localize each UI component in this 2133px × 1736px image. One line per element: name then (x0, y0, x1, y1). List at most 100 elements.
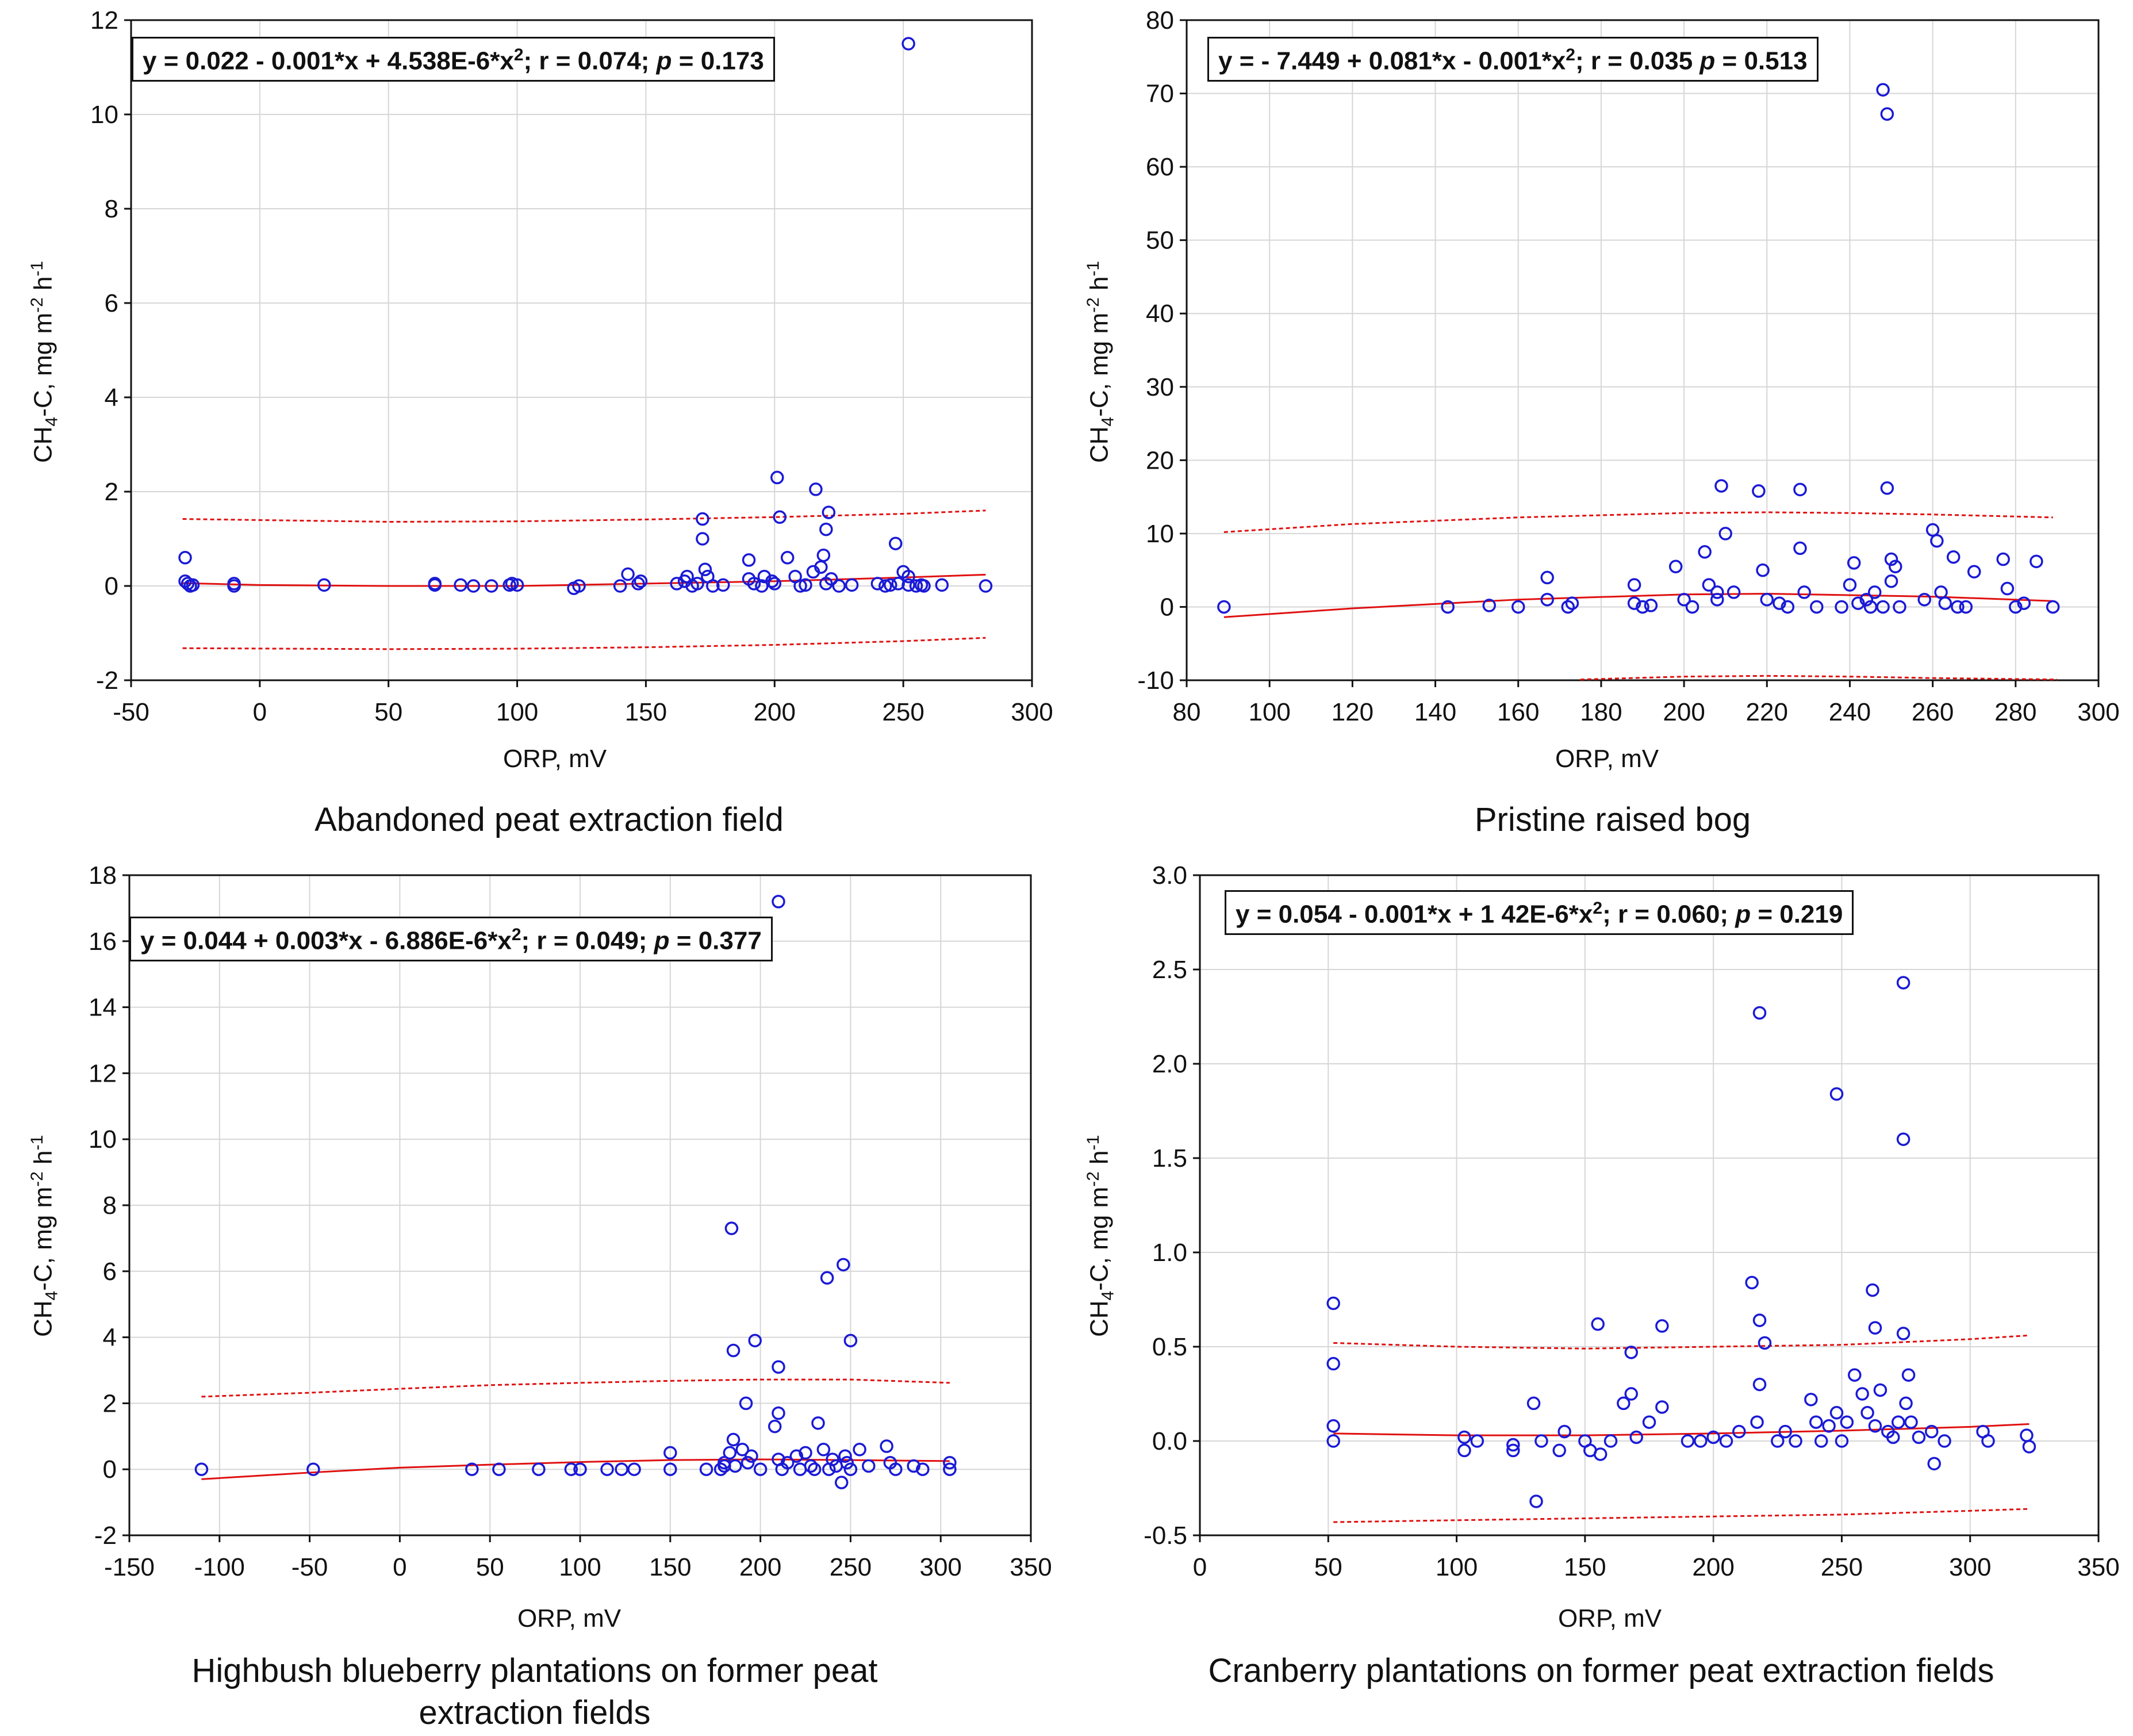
x-axis-label: ORP, mV (517, 1604, 622, 1632)
data-point (1540, 592, 1554, 607)
x-tick-label: 260 (1912, 698, 1954, 726)
data-point (1529, 1494, 1543, 1508)
data-point (1714, 479, 1728, 493)
data-point (706, 579, 720, 593)
data-point (819, 522, 833, 536)
data-point (634, 574, 648, 588)
x-tick-label: 220 (1746, 698, 1788, 726)
upper-confidence-line (1333, 1334, 2030, 1350)
data-point (2022, 1440, 2036, 1454)
data-point (1889, 559, 1902, 574)
equation-text: y = 0.022 - 0.001*x + 4.538E-6*x (143, 47, 514, 75)
regression-fit-line (201, 1458, 950, 1480)
y-axis-label: CH4-C, mg m-2 h-1 (1084, 1135, 1118, 1337)
data-point (1441, 600, 1455, 614)
data-point (696, 532, 709, 546)
y-tick-label: 10 (90, 101, 118, 129)
regression-equation: y = 0.054 - 0.001*x + 1 42E-6*x2; r = 0.… (1225, 890, 1854, 935)
chart-panel-blueberry: -150 -100 -50 0 50 100 150 200 250 300 350 -2 0 2 4 6 8 1… (0, 0, 1066, 1736)
data-point (2046, 600, 2060, 614)
data-point (772, 895, 785, 909)
y-tick-label: 10 (1146, 520, 1174, 548)
regression-equation: y = 0.022 - 0.001*x + 4.538E-6*x2; r = 0… (132, 37, 775, 82)
data-point (317, 578, 331, 592)
data-point (1552, 1443, 1566, 1458)
data-point (804, 1459, 818, 1473)
equation-p-value: = 0.513 (1715, 47, 1808, 75)
data-point (1694, 1434, 1708, 1448)
data-point (573, 1462, 587, 1476)
data-point (1860, 1406, 1874, 1420)
data-point (816, 548, 831, 562)
y-tick-label: -2 (96, 666, 118, 695)
panel-caption: Highbush blueberry plantations on former… (191, 1652, 878, 1731)
plot-frame (1186, 19, 2100, 681)
y-tick-label: -10 (1137, 666, 1174, 695)
x-tick-label: 100 (1436, 1553, 1478, 1581)
data-point (1655, 1319, 1669, 1333)
data-point (742, 553, 756, 567)
x-tick-label: 300 (919, 1553, 961, 1581)
data-point (770, 470, 784, 485)
y-tick-label: 2 (105, 478, 118, 506)
x-tick-label: 180 (1580, 698, 1622, 726)
data-point (772, 1360, 785, 1374)
data-point (1752, 484, 1766, 498)
y-tick-label: 2 (103, 1389, 117, 1417)
data-point (943, 1455, 957, 1470)
data-point (1629, 1430, 1643, 1444)
data-point (454, 578, 467, 592)
data-point (834, 1476, 849, 1489)
data-point (747, 577, 761, 591)
data-point (768, 577, 782, 591)
x-tick-label: 0 (393, 1553, 406, 1581)
equation-stats: ; r = 0.060; (1602, 900, 1736, 929)
y-tick-label: 16 (89, 928, 117, 956)
data-point (1534, 1434, 1548, 1448)
x-tick-label: 150 (649, 1553, 691, 1581)
data-point (1880, 481, 1894, 495)
data-point (572, 579, 586, 593)
x-tick-label: 140 (1414, 698, 1456, 726)
data-point (1526, 1396, 1541, 1411)
x-tick-label: 250 (830, 1553, 872, 1581)
data-point (1681, 1434, 1695, 1448)
data-point (1624, 1346, 1638, 1359)
data-point (699, 1462, 713, 1476)
data-point (1773, 596, 1786, 610)
data-point (2009, 600, 2023, 614)
data-point (663, 1446, 677, 1460)
data-point (1642, 1415, 1656, 1429)
data-point (735, 1443, 749, 1457)
data-point (909, 579, 923, 593)
y-tick-label: 14 (89, 994, 117, 1022)
data-point (186, 578, 200, 592)
data-point (816, 1443, 831, 1457)
lower-confidence-line (1580, 675, 2057, 681)
data-point (748, 1333, 762, 1348)
data-point (1482, 599, 1497, 612)
x-tick-label: 50 (1314, 1553, 1342, 1581)
data-point (884, 578, 897, 592)
data-point (870, 577, 885, 591)
data-point (1719, 1434, 1733, 1448)
ylabel-text: CH (1085, 1300, 1114, 1337)
data-point (1829, 1406, 1844, 1420)
data-point (935, 578, 949, 592)
data-point (793, 579, 807, 593)
equation-exponent: 2 (511, 925, 521, 944)
y-tick-label: 1.5 (1152, 1144, 1187, 1172)
data-point (1840, 1415, 1854, 1429)
scatter-plot-abandoned: -50 0 50 100 150 200 250 300 -2 0 2 4 6 8 10 12 (90, 6, 1053, 726)
data-point (1901, 1368, 1916, 1382)
y-tick-label: 12 (89, 1059, 117, 1087)
y-tick-label: 50 (1146, 227, 1174, 255)
ylabel-subscript: 4 (1098, 1290, 1118, 1301)
data-point (917, 579, 931, 593)
data-point (1781, 600, 1795, 614)
x-tick-label: 200 (1692, 1553, 1734, 1581)
y-tick-label: 2.0 (1152, 1050, 1187, 1078)
data-point (811, 1416, 825, 1430)
data-point (306, 1462, 320, 1476)
data-point (1752, 1377, 1767, 1392)
